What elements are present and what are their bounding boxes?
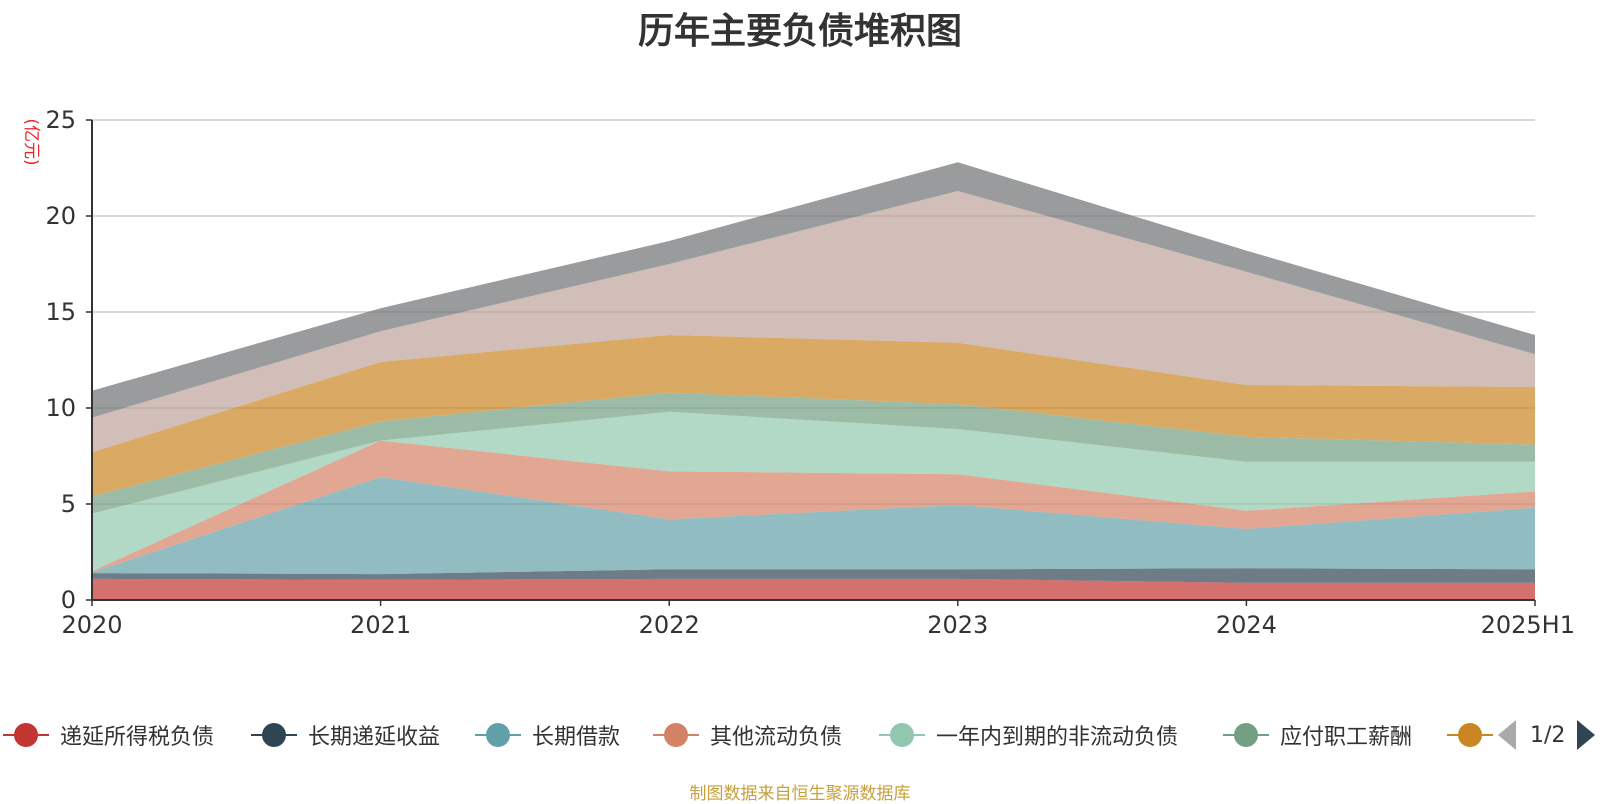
legend-swatch-icon bbox=[0, 718, 52, 752]
y-tick-label: 10 bbox=[45, 394, 76, 422]
area-series-5[interactable] bbox=[92, 411, 1535, 572]
legend-item-7[interactable] bbox=[1444, 718, 1496, 752]
area-series-3[interactable] bbox=[92, 477, 1535, 575]
legend-label: 一年内到期的非流动负债 bbox=[936, 725, 1179, 750]
legend-prev-page-icon[interactable] bbox=[1498, 720, 1516, 750]
area-series-9[interactable] bbox=[92, 162, 1535, 418]
legend-item-3[interactable]: 长期借款 bbox=[472, 718, 620, 752]
area-series-4[interactable] bbox=[92, 440, 1535, 573]
legend-label: 长期借款 bbox=[532, 725, 621, 750]
x-tick-label: 2024 bbox=[1216, 611, 1277, 639]
y-tick-label: 5 bbox=[61, 490, 76, 518]
area-series bbox=[92, 162, 1535, 600]
y-tick-label: 15 bbox=[45, 298, 76, 326]
legend-item-5[interactable]: 一年内到期的非流动负债 bbox=[876, 718, 1178, 752]
legend-item-6[interactable]: 应付职工薪酬 bbox=[1220, 718, 1412, 752]
x-tick-label: 2023 bbox=[927, 611, 988, 639]
legend-swatch-icon bbox=[876, 718, 928, 752]
y-tick-label: 0 bbox=[61, 586, 76, 614]
legend-label: 应付职工薪酬 bbox=[1280, 725, 1413, 750]
source-note: 制图数据来自恒生聚源数据库 bbox=[689, 784, 911, 804]
legend-swatch-icon bbox=[472, 718, 524, 752]
legend-label: 长期递延收益 bbox=[308, 725, 441, 750]
area-series-8[interactable] bbox=[92, 191, 1535, 453]
legend-pager: 1/2 bbox=[1498, 718, 1596, 752]
legend-item-4[interactable]: 其他流动负债 bbox=[650, 718, 842, 752]
area-series-7[interactable] bbox=[92, 335, 1535, 497]
legend-swatch-icon bbox=[650, 718, 702, 752]
legend-next-page-icon[interactable] bbox=[1577, 720, 1596, 750]
chart-title: 历年主要负债堆积图 bbox=[637, 11, 962, 52]
y-tick-label: 20 bbox=[45, 202, 76, 230]
x-tick-label: 2022 bbox=[639, 611, 700, 639]
y-axis-unit-label: (亿元) bbox=[21, 118, 41, 165]
legend-item-2[interactable]: 长期递延收益 bbox=[248, 718, 440, 752]
legend-label: 递延所得税负债 bbox=[60, 725, 215, 750]
area-series-6[interactable] bbox=[92, 392, 1535, 514]
legend-label: 其他流动负债 bbox=[710, 725, 843, 750]
y-tick-label: 25 bbox=[45, 106, 76, 134]
legend-item-1[interactable]: 递延所得税负债 bbox=[0, 718, 214, 752]
axes: 0 5 10 15 20 25 2020 2021 2022 2023 2024 2025H1 bbox=[45, 106, 1575, 639]
x-tick-label: 2020 bbox=[61, 611, 122, 639]
area-series-1[interactable] bbox=[92, 578, 1535, 600]
x-tick-label: 2021 bbox=[350, 611, 411, 639]
legend: 递延所得税负债 长期递延收益 长期借款 其他流动负债 一年内到期的非流动负债 应付职工薪酬 bbox=[0, 718, 1600, 752]
legend-swatch-icon bbox=[1220, 718, 1272, 752]
area-series-2[interactable] bbox=[92, 568, 1535, 583]
legend-swatch-icon bbox=[248, 718, 300, 752]
legend-swatch-icon bbox=[1444, 718, 1496, 752]
x-tick-label: 2025H1 bbox=[1481, 611, 1575, 639]
legend-page-indicator: 1/2 bbox=[1530, 722, 1566, 748]
